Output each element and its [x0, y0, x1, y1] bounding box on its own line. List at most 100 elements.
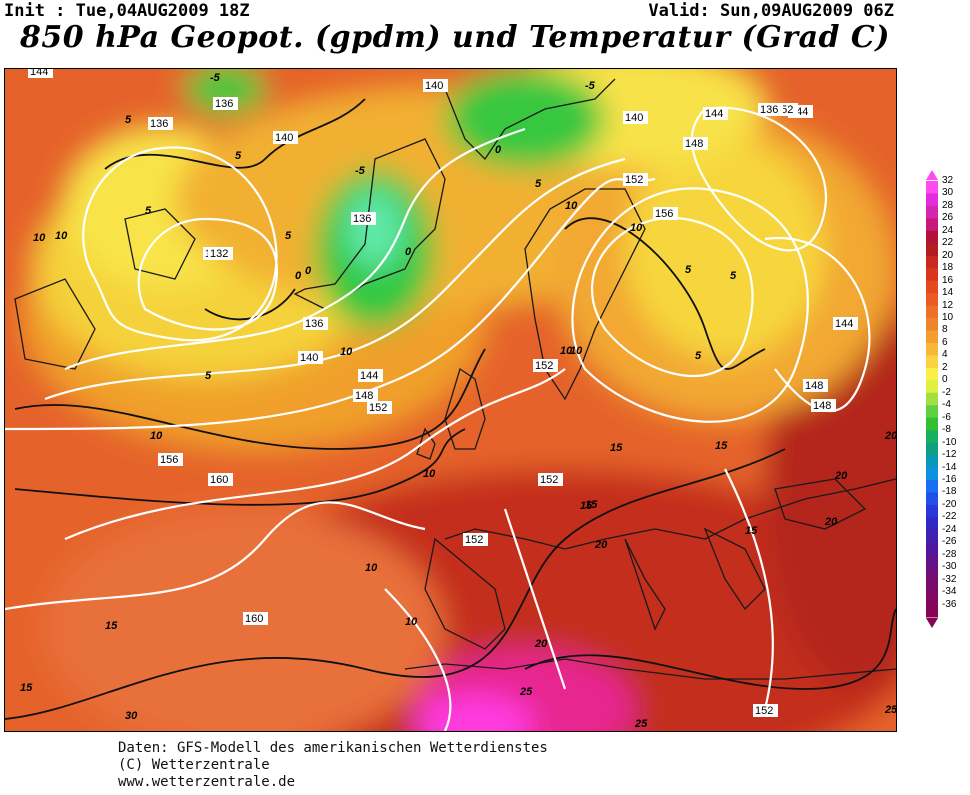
scale-swatch — [926, 305, 938, 319]
contour-148 — [44, 157, 626, 401]
temperature-label: -5 — [355, 165, 366, 177]
temperature-label: 20 — [884, 430, 896, 442]
scale-label: -16 — [942, 473, 957, 485]
temperature-label: 5 — [235, 150, 242, 162]
valid-time: Valid: Sun,09AUG2009 06Z — [648, 1, 894, 21]
scale-label: -18 — [942, 486, 957, 498]
extreme-zone — [415, 694, 535, 731]
temperature-label: 25 — [884, 704, 896, 716]
scale-label: 26 — [942, 212, 954, 224]
contour-160-south — [384, 588, 452, 731]
isotherm-5-east — [564, 217, 766, 370]
isotherm-20 — [5, 448, 786, 720]
temperature-label: 15 — [105, 620, 118, 632]
scale-swatch — [926, 367, 938, 381]
scale-label: 22 — [942, 237, 954, 249]
geopotential-label-bg — [703, 107, 728, 120]
scale-swatch — [926, 405, 938, 419]
scale-label: 32 — [942, 175, 954, 186]
scale-swatch — [926, 479, 938, 493]
scale-swatch — [926, 280, 938, 294]
init-time: Init : Tue,04AUG2009 18Z — [4, 1, 250, 21]
temperature-label: 5 — [695, 350, 702, 362]
scale-label: -8 — [942, 424, 951, 436]
geopotential-label-bg — [463, 533, 488, 546]
scale-swatch — [926, 455, 938, 469]
scale-swatch — [926, 529, 938, 543]
temperature-label: 5 — [730, 270, 737, 282]
arctic-coast — [444, 78, 616, 161]
weather-map: 144 136 140 136 140 144 148 144 136 144 132 136 140 1… — [4, 68, 897, 732]
geopotential-label-bg — [758, 103, 783, 116]
scale-label: -14 — [942, 461, 957, 473]
geopotential-label-bg — [623, 173, 648, 186]
temperature-label: 5 — [685, 264, 692, 276]
scale-label: 8 — [942, 324, 948, 336]
geopotential-label: 144 — [705, 108, 723, 120]
isotherm-10 — [14, 348, 486, 450]
contour-152-east — [571, 187, 809, 423]
scale-swatch — [926, 330, 938, 344]
temperature-label: 15 — [580, 500, 593, 512]
scale-swatch — [926, 417, 938, 431]
temperature-label: 10 — [55, 230, 68, 242]
contour-136 — [82, 146, 278, 342]
contour-160 — [5, 501, 426, 611]
geopotential-label-bg — [28, 69, 53, 78]
scale-swatch — [926, 218, 938, 232]
geopotential-label-bg — [351, 212, 376, 225]
scale-swatch — [926, 268, 938, 282]
scale-swatch — [926, 442, 938, 456]
scale-arrow-top — [926, 170, 938, 180]
scale-swatch — [926, 230, 938, 244]
contour-156 — [64, 368, 566, 541]
temperature-label: 5 — [145, 205, 152, 217]
geopotential-label: 144 — [835, 318, 853, 330]
geopotential-label: 152 — [540, 474, 558, 486]
scale-swatch — [926, 181, 938, 194]
scale-swatch — [926, 255, 938, 269]
temperature-label: 5 — [205, 370, 212, 382]
geopotential-label: 160 — [210, 474, 228, 486]
contour-144-e — [764, 236, 871, 413]
geopotential-label-bg — [367, 401, 392, 414]
chart-title: 850 hPa Geopot. (gpdm) und Temperatur (G… — [20, 20, 891, 55]
scale-swatch — [926, 504, 938, 518]
scale-label: -10 — [942, 436, 957, 448]
geopotential-label-bg — [298, 351, 323, 364]
geopotential-label-bg — [683, 137, 708, 150]
europe-south-coast — [444, 478, 896, 550]
scale-label: -26 — [942, 536, 957, 548]
geopotential-label: 136 — [215, 98, 233, 110]
scale-swatch — [926, 542, 938, 556]
isotherm-5 — [104, 98, 366, 170]
temperature-label: 15 — [610, 442, 623, 454]
temperature-label: 25 — [519, 686, 533, 698]
scale-swatch — [926, 243, 938, 257]
scale-label: -2 — [942, 386, 951, 398]
geopotential-label-bg — [623, 111, 648, 124]
scale-label: -30 — [942, 561, 957, 573]
scale-label: 18 — [942, 262, 954, 274]
geopotential-label: 148 — [805, 380, 823, 392]
map-canvas: 144 136 140 136 140 144 148 144 136 144 132 136 140 1… — [5, 69, 896, 731]
temperature-label: 0 — [295, 270, 302, 282]
geopotential-label-bg — [811, 399, 836, 412]
scale-label: 10 — [942, 312, 954, 324]
geopotential-label: 132 — [210, 248, 228, 260]
scale-label: 24 — [942, 224, 954, 236]
isotherm-15 — [14, 428, 466, 506]
geopotential-label-bg — [423, 79, 448, 92]
temperature-label: 10 — [565, 200, 578, 212]
temperature-label: 30 — [125, 710, 138, 722]
contour-148-east — [724, 468, 774, 710]
scale-label: 6 — [942, 336, 948, 348]
scale-label: 12 — [942, 299, 954, 311]
temperature-label: 10 — [365, 562, 378, 574]
footer: Daten: GFS-Modell des amerikanischen Wet… — [118, 740, 548, 791]
baffin-coast — [124, 208, 196, 280]
temperature-label: 20 — [824, 516, 838, 528]
scale-swatch — [926, 579, 938, 593]
geopotential-label-bg — [353, 389, 378, 402]
